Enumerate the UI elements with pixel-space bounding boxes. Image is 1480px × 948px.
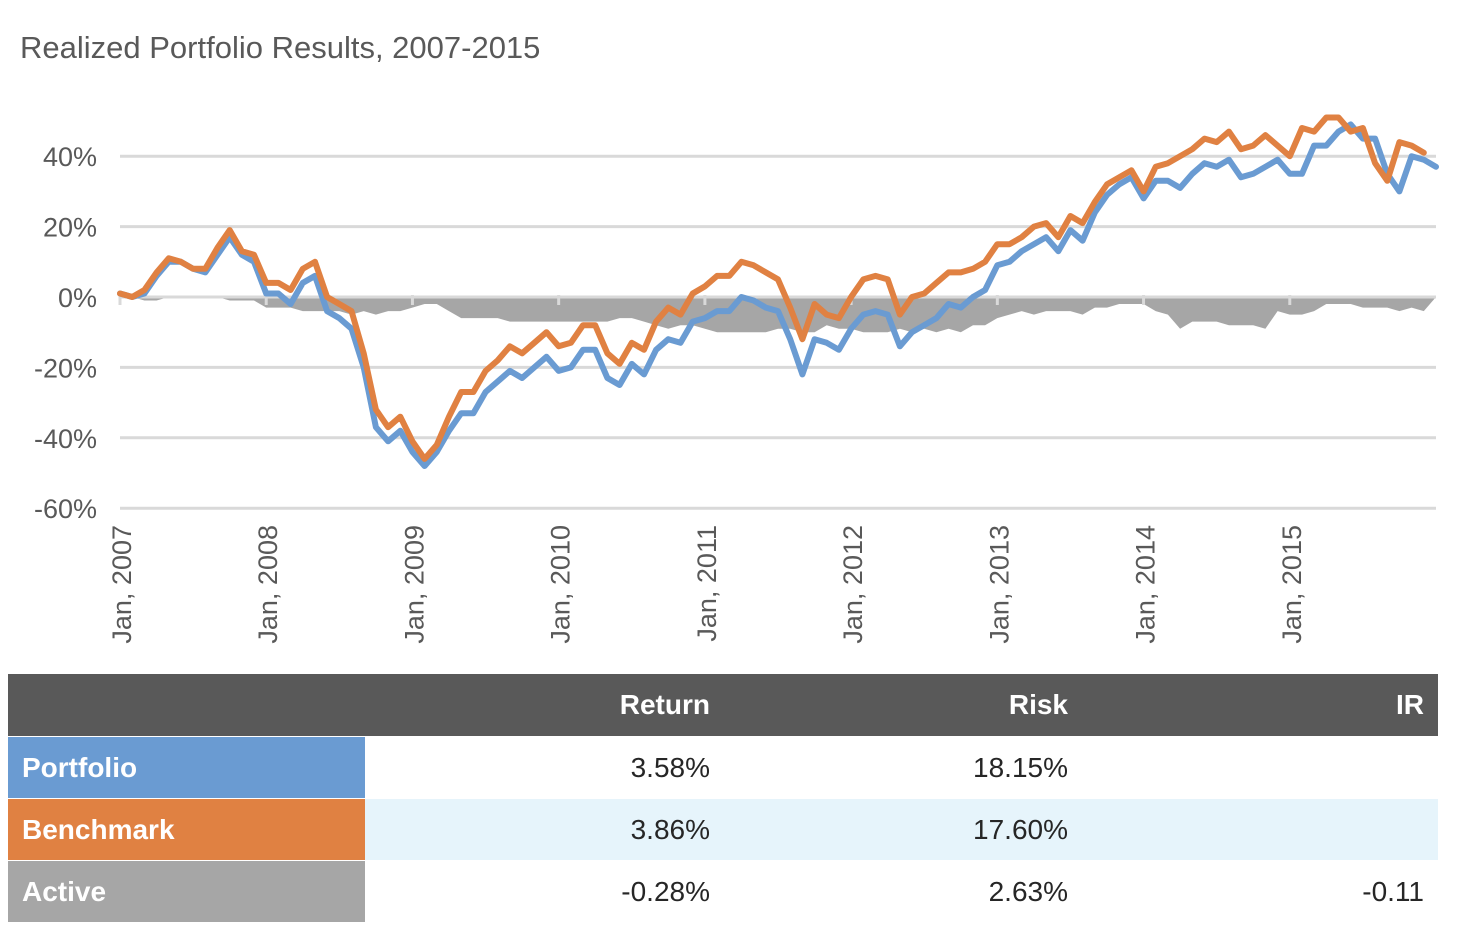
x-axis-labels: Jan, 2007 Jan, 2008 Jan, 2009 Jan, 2010 Jan,…: [107, 525, 1307, 644]
x-axis: [118, 295, 1436, 305]
line-chart: 40%20%0%-20%-40%-60% Jan, 2007 Jan, 2008 J…: [34, 114, 1439, 644]
x-tick-label: Jan, 2011: [692, 525, 722, 642]
cell-return: -0.28%: [365, 860, 724, 922]
table-row-active: Active -0.28% 2.63% -0.11: [8, 860, 1438, 922]
y-tick-label: -40%: [34, 424, 97, 454]
table-row-portfolio: Portfolio 3.58% 18.15%: [8, 736, 1438, 799]
portfolio-line: [117, 121, 1439, 469]
y-tick-label: -20%: [34, 353, 97, 383]
table-header-row: Return Risk IR: [8, 674, 1438, 737]
cell-risk: 18.15%: [724, 736, 1082, 799]
chart-title: Realized Portfolio Results, 2007-2015: [20, 30, 541, 65]
y-tick-label: 0%: [58, 283, 97, 313]
gridlines: [120, 154, 1436, 510]
x-tick-label: Jan, 2008: [253, 525, 283, 644]
y-axis-labels: 40% 20% 0% -20% -40% -60%: [34, 142, 97, 524]
x-tick-label: Jan, 2012: [838, 525, 868, 644]
y-tick-label: -60%: [34, 494, 97, 524]
cell-return: 3.58%: [365, 736, 724, 799]
cell-ir: -0.11: [1082, 860, 1438, 922]
cell-return: 3.86%: [365, 798, 724, 861]
y-tick-label: 40%: [43, 142, 97, 172]
table-row-benchmark: Benchmark 3.86% 17.60%: [8, 798, 1438, 861]
row-label-active: Active: [8, 860, 365, 922]
header-blank: [8, 674, 365, 737]
row-label-portfolio: Portfolio: [8, 736, 365, 799]
results-table: Return Risk IR Portfolio 3.58% 18.15% Be…: [8, 674, 1438, 922]
row-label-benchmark: Benchmark: [8, 798, 365, 861]
header-risk: Risk: [724, 674, 1082, 737]
x-tick-label: Jan, 2014: [1131, 525, 1161, 644]
x-tick-label: Jan, 2013: [984, 525, 1014, 644]
benchmark-line: [117, 114, 1427, 462]
x-tick-label: Jan, 2015: [1277, 525, 1307, 644]
cell-ir: [1082, 798, 1438, 861]
series-lines: [117, 114, 1439, 469]
header-ir: IR: [1082, 674, 1438, 737]
x-tick-label: Jan, 2009: [399, 525, 429, 644]
x-tick-label: Jan, 2007: [107, 525, 137, 644]
cell-risk: 17.60%: [724, 798, 1082, 861]
y-tick-label: 20%: [43, 213, 97, 243]
x-tick-label: Jan, 2010: [546, 525, 576, 644]
header-return: Return: [365, 674, 724, 737]
cell-ir: [1082, 736, 1438, 799]
cell-risk: 2.63%: [724, 860, 1082, 922]
